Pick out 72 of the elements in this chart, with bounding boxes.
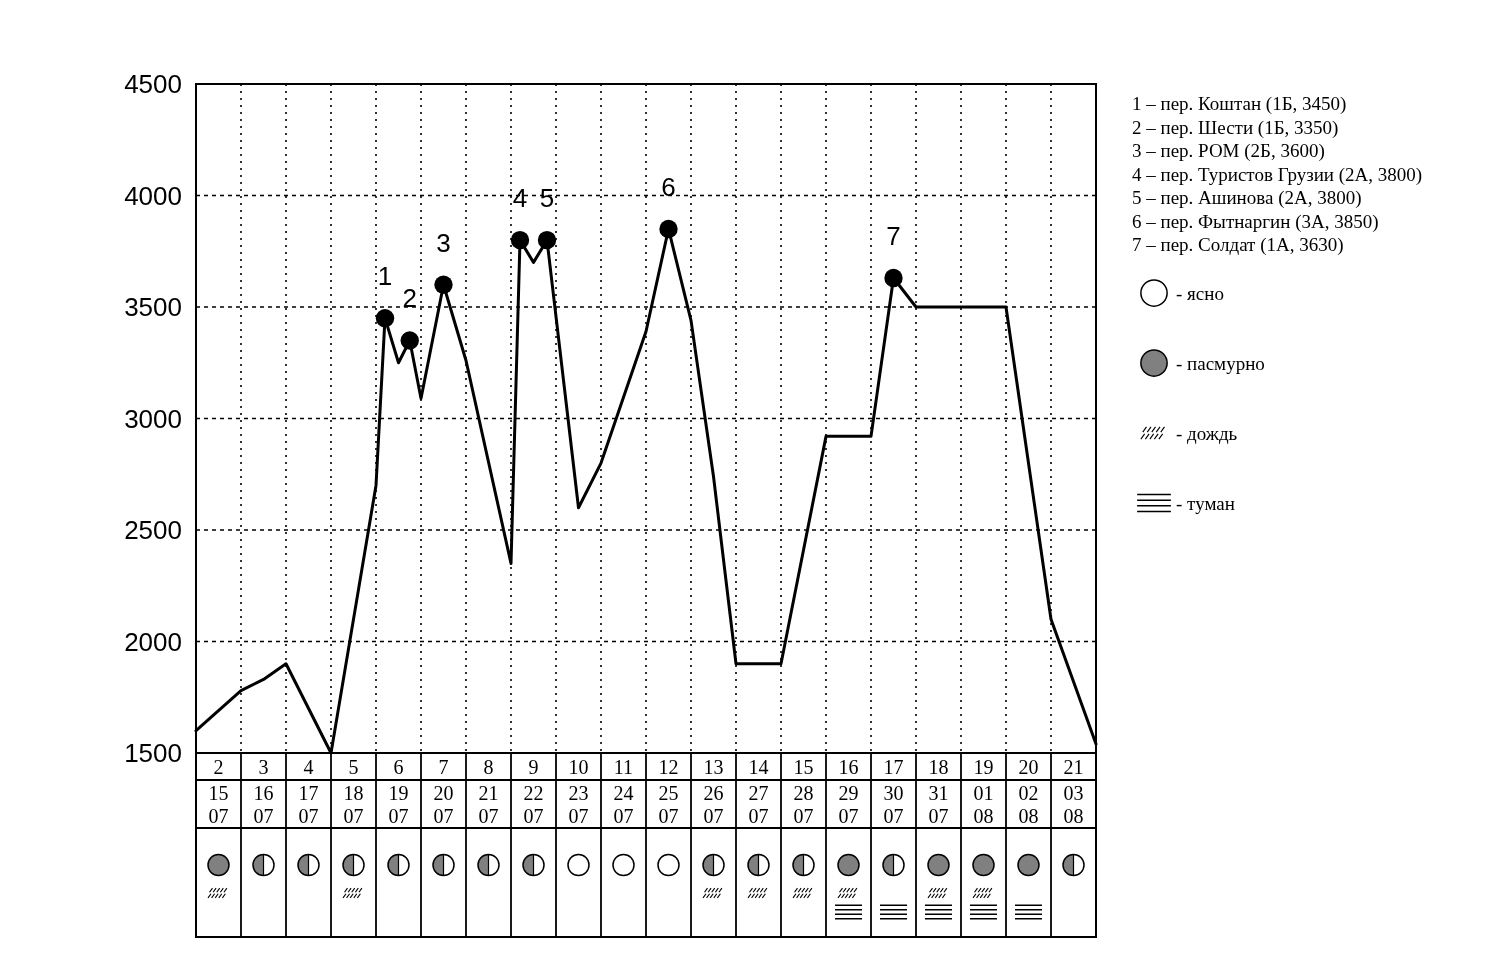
y-tick-label: 2000 [124, 626, 182, 657]
point [434, 275, 453, 294]
y-tick-label: 2500 [124, 515, 182, 545]
annotation: 5 [539, 183, 555, 214]
y-tick-label: 1500 [124, 738, 182, 768]
text: 19 07 [383, 781, 409, 827]
y-tick-label: 3500 [124, 292, 182, 322]
x-tick-label: 18 [928, 755, 949, 778]
annotation: 7 [886, 221, 901, 252]
text: 15 07 [203, 781, 229, 827]
x-tick-label: 14 [748, 755, 769, 778]
text: 01 08 [968, 781, 994, 827]
text: 4 – пер. Туристов Грузии (2А, 3800) [1132, 163, 1423, 185]
x-tick-label: 7 [438, 755, 449, 778]
text: 29 07 [833, 781, 859, 827]
text: 17 07 [293, 781, 319, 827]
point [510, 230, 530, 250]
point [537, 230, 557, 250]
x-tick-label: 12 [658, 755, 679, 778]
x-tick-label: 4 [303, 755, 314, 778]
text: - туман [1176, 492, 1235, 514]
text: 24 07 [608, 781, 634, 827]
y-tick-label: 3000 [124, 403, 182, 434]
text: 21 07 [473, 781, 499, 827]
text: 20 07 [428, 781, 454, 827]
x-tick-label: 3 [258, 755, 269, 778]
text: 6 – пер. Фытнаргин (3А, 3850) [1132, 210, 1379, 232]
text: 03 08 [1058, 781, 1084, 827]
x-tick-label: 15 [793, 755, 814, 778]
text: 31 07 [923, 781, 949, 827]
text: 23 07 [563, 781, 589, 827]
x-tick-label: 13 [703, 755, 724, 778]
y-tick-label: 4000 [124, 180, 182, 211]
x-tick-label: 5 [348, 755, 359, 778]
text: 2 – пер. Шести (1Б, 3350) [1132, 116, 1339, 138]
point [375, 308, 395, 328]
text: 25 07 [653, 781, 679, 827]
x-tick-label: 21 [1063, 755, 1084, 778]
text: 16 07 [248, 781, 274, 827]
text: - дождь [1176, 422, 1238, 444]
x-tick-label: 6 [393, 755, 404, 778]
annotation: 6 [661, 171, 676, 202]
x-tick-label: 16 [838, 755, 859, 778]
text: 7 – пер. Солдат (1А, 3630) [1132, 233, 1344, 256]
x-tick-label: 10 [568, 755, 589, 778]
point [400, 331, 419, 350]
x-tick-label: 9 [528, 755, 539, 778]
x-tick-label: 11 [613, 755, 634, 778]
text: 22 07 [518, 781, 544, 827]
x-tick-label: 19 [973, 755, 994, 778]
annotation: 4 [512, 183, 528, 214]
point [884, 268, 903, 288]
text: 27 07 [743, 781, 769, 827]
text: 26 07 [698, 781, 724, 827]
annotation: 1 [377, 261, 393, 292]
x-tick-label: 17 [883, 755, 904, 778]
x-tick-label: 2 [213, 755, 224, 778]
point [659, 219, 678, 239]
x-tick-label: 8 [483, 755, 494, 778]
x-tick-label: 20 [1018, 755, 1039, 778]
text: 18 07 [338, 781, 364, 827]
y-tick-label: 4500 [124, 69, 182, 99]
text: 5 – пер. Ашинова (2А, 3800) [1132, 186, 1362, 209]
text: 02 08 [1013, 781, 1039, 827]
annotation: 3 [436, 227, 451, 258]
text: 28 07 [788, 781, 814, 827]
text: - ясно [1176, 282, 1224, 304]
annotation: 2 [402, 283, 417, 314]
text: - пасмурно [1176, 352, 1265, 374]
text: 3 – пер. РОМ (2Б, 3600) [1132, 139, 1325, 162]
text: 30 07 [878, 781, 904, 827]
text: 1 – пер. Коштан (1Б, 3450) [1132, 92, 1347, 115]
